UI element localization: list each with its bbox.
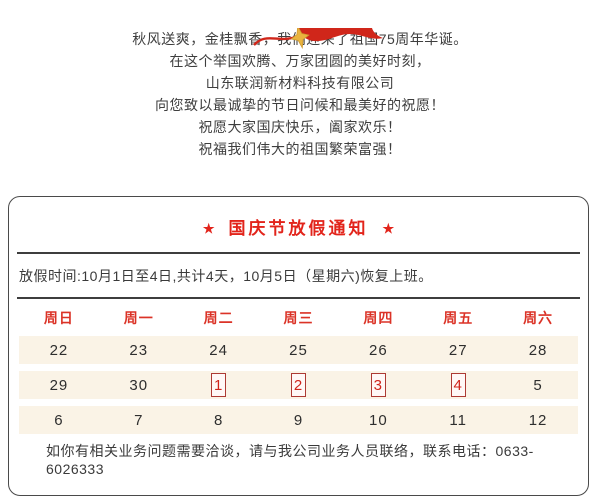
weekday-label: 周五 [443, 309, 474, 326]
calendar-date: 30 [129, 376, 149, 394]
calendar-date: 11 [449, 411, 467, 429]
calendar-date: 10 [369, 411, 388, 429]
calendar-date: 8 [213, 411, 224, 429]
weekday-label: 周三 [283, 309, 314, 326]
calendar-date-holiday: 3 [338, 373, 418, 397]
calendar-date: 5 [533, 376, 543, 394]
calendar-date: 29 [49, 376, 69, 394]
greeting-line: 向您致以最诚挚的节日问候和最美好的祝愿！ [155, 97, 445, 113]
flag-bottom [298, 28, 383, 42]
holiday-date-box: 1 [211, 373, 227, 397]
holiday-date-box: 2 [290, 373, 306, 397]
calendar-row: 29 30 1 2 3 4 5 [19, 371, 578, 399]
calendar-date: 24 [209, 341, 228, 359]
notice-box: ★ 国庆节放假通知 ★ 放假时间:10月1日至4日,共计4天，10月5日（星期六)恢… [8, 196, 589, 496]
calendar-date: 9 [293, 411, 304, 429]
weekday-label: 周四 [363, 309, 394, 326]
calendar-date: 6 [54, 411, 64, 429]
holiday-date-box: 4 [450, 373, 466, 397]
star-icon: ★ [382, 221, 395, 236]
calendar-date: 22 [49, 341, 69, 359]
calendar-date: 26 [369, 341, 388, 359]
greeting-line-company: 山东联润新材料科技有限公司 [205, 75, 395, 91]
calendar-date-holiday: 1 [179, 373, 259, 397]
contact-note: 如你有相关业务问题需要洽谈，请与我公司业务人员联络，联系电话：0633-6026… [46, 443, 534, 477]
calendar-date: 28 [528, 341, 548, 359]
calendar-row: 22 23 24 25 26 27 28 [19, 336, 578, 364]
weekday-label: 周六 [523, 309, 554, 326]
ribbon-tail [253, 35, 297, 46]
greeting-line: 在这个举国欢腾、万家团圆的美好时刻， [169, 53, 431, 69]
calendar-row: 6 7 8 9 10 11 12 [19, 406, 578, 434]
holiday-notice-page: { "greeting": { "lines": [ "秋风送爽，金桂飘香，我们… [0, 28, 600, 496]
weekday-label: 周一 [123, 309, 154, 326]
notice-title-text: 国庆节放假通知 [228, 219, 369, 238]
holiday-date-box: 3 [370, 373, 386, 397]
greeting-block: 秋风送爽，金桂飘香，我们迎来了祖国75周年华诞。 在这个举国欢腾、万家团圆的美好… [0, 28, 600, 160]
divider [17, 297, 580, 299]
weekday-label: 周二 [203, 309, 234, 326]
weekday-label: 周日 [43, 309, 74, 326]
gold-star-icon [290, 28, 310, 50]
star-icon: ★ [202, 221, 215, 236]
divider [17, 252, 580, 254]
calendar-date: 23 [129, 341, 149, 359]
calendar-date-holiday: 4 [418, 373, 498, 397]
calendar-date: 7 [134, 411, 144, 429]
calendar-weekday-row: 周日 周一 周二 周三 周四 周五 周六 [19, 299, 578, 336]
notice-title: ★ 国庆节放假通知 ★ [9, 214, 588, 239]
greeting-line: 祝愿大家国庆快乐，阖家欢乐！ [198, 119, 402, 135]
calendar-date: 25 [289, 341, 308, 359]
holiday-info-text: 放假时间:10月1日至4日,共计4天，10月5日（星期六)恢复上班。 [19, 268, 433, 284]
calendar-date: 12 [528, 411, 548, 429]
holiday-calendar: 周日 周一 周二 周三 周四 周五 周六 22 23 24 25 26 27 2… [19, 299, 578, 434]
flag-ribbon-decoration [253, 28, 383, 50]
greeting-line: 祝福我们伟大的祖国繁荣富强！ [198, 141, 402, 157]
calendar-date-holiday: 2 [259, 373, 339, 397]
calendar-date: 27 [448, 341, 468, 359]
